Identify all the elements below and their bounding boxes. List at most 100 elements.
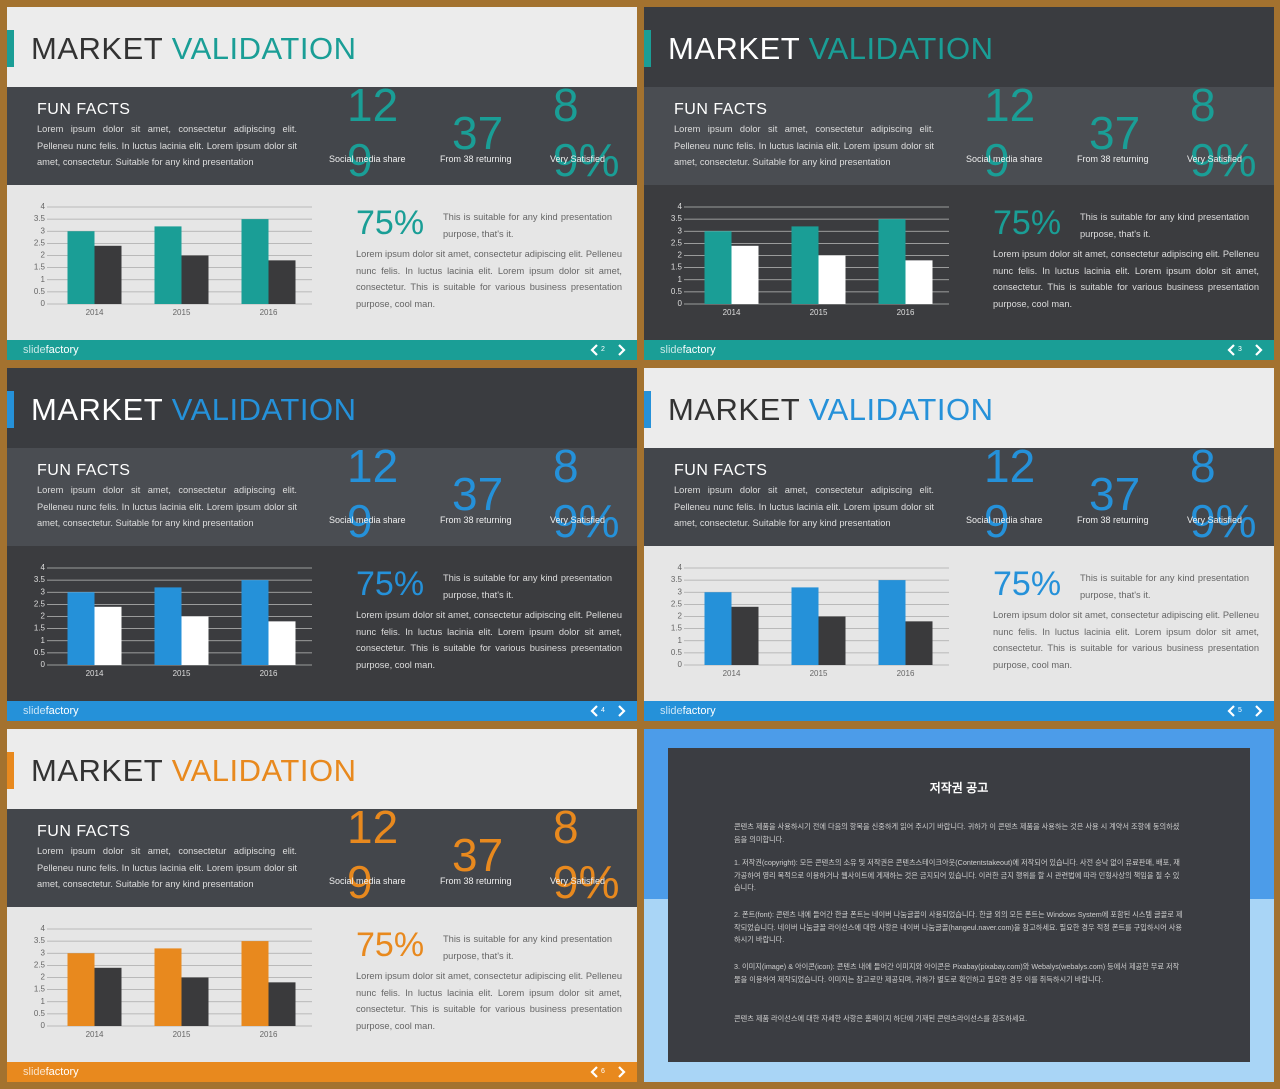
slide: MARKET VALIDATION FUN FACTS Lorem ipsum do… <box>7 368 637 721</box>
highlight: 75% <box>993 204 1062 242</box>
stat-label: From 38 returning <box>1077 154 1149 164</box>
highlight-note: This is suitable for any kind presentati… <box>443 212 612 239</box>
brand: slidefactory <box>660 705 716 717</box>
highlight: 75% <box>356 565 425 603</box>
page-number: 2 <box>601 346 605 353</box>
prev-arrow <box>590 344 598 356</box>
y-tick-label: 2.5 <box>34 599 46 608</box>
y-tick-label: 2 <box>41 973 46 982</box>
x-tick-label: 2014 <box>723 308 741 317</box>
bar <box>818 255 846 304</box>
stat-label: From 38 returning <box>1077 515 1149 525</box>
title-word: VALIDATION <box>808 31 994 66</box>
bar <box>181 977 209 1026</box>
slide-title: MARKET VALIDATION <box>31 392 356 428</box>
notice-paragraph: 2. 폰트(font): 콘텐츠 내에 들어간 한글 폰트는 네이버 나눔글꼴이… <box>734 910 1183 944</box>
prev-arrow <box>1227 344 1235 356</box>
stat-value: 89% <box>553 79 620 186</box>
y-tick-label: 1.5 <box>34 624 46 633</box>
highlight: 75% <box>356 926 425 964</box>
stat-value: 37 <box>1089 107 1141 159</box>
y-tick-label: 0 <box>41 1021 46 1030</box>
bar-chart: 0 0.5 1 1.5 2 2.5 3 3.5 4 2014 2015 2016 <box>671 563 949 678</box>
stat-label: Social media share <box>966 515 1043 525</box>
notice-paragraph: 콘텐츠 제품을 사용하시기 전에 다음의 항목을 신중하게 읽어 주시기 바랍니… <box>734 822 1180 844</box>
brand-part: slide <box>23 344 46 356</box>
facts-band <box>644 448 1274 546</box>
facts-heading: FUN FACTS <box>674 462 768 479</box>
bar <box>67 592 95 665</box>
stat-value: 129 <box>347 79 399 186</box>
facts-band <box>7 809 637 907</box>
x-tick-label: 2014 <box>723 669 741 678</box>
highlight-note: This is suitable for any kind presentati… <box>443 573 612 600</box>
highlight: 75% <box>356 204 425 242</box>
bar <box>268 260 296 304</box>
facts-text: Lorem ipsum dolor sit amet, consectetur … <box>37 124 297 167</box>
bar-chart: 0 0.5 1 1.5 2 2.5 3 3.5 4 2014 2015 2016 <box>34 202 312 317</box>
page-number: 6 <box>601 1068 605 1075</box>
brand: slidefactory <box>660 344 716 356</box>
brand-part: factory <box>45 344 79 356</box>
y-tick-label: 3 <box>41 587 46 596</box>
title-word: MARKET <box>668 31 800 66</box>
nav-arrows <box>590 705 626 717</box>
y-tick-label: 4 <box>41 924 46 933</box>
bar <box>67 231 95 304</box>
bar <box>731 245 759 304</box>
bar <box>268 621 296 665</box>
stat-label: Social media share <box>329 876 406 886</box>
page-number: 4 <box>601 707 605 714</box>
facts-heading: FUN FACTS <box>37 101 131 118</box>
bar <box>791 226 819 304</box>
bar <box>67 953 95 1026</box>
footer-bar <box>7 340 637 360</box>
bar <box>268 982 296 1026</box>
y-tick-label: 1 <box>41 997 46 1006</box>
brand-part: factory <box>682 705 716 717</box>
stat-value: 89% <box>553 440 620 547</box>
y-tick-label: 1 <box>678 275 683 284</box>
x-tick-label: 2014 <box>86 308 104 317</box>
x-tick-label: 2015 <box>173 669 191 678</box>
facts-text: Lorem ipsum dolor sit amet, consectetur … <box>674 124 934 167</box>
title-bar <box>7 729 637 809</box>
highlight-note: This is suitable for any kind presentati… <box>1080 212 1249 239</box>
title-word: VALIDATION <box>171 392 357 427</box>
facts-band <box>644 87 1274 185</box>
title-word: MARKET <box>31 31 163 66</box>
x-tick-label: 2016 <box>260 308 278 317</box>
brand-part: slide <box>23 705 46 717</box>
x-tick-label: 2016 <box>897 669 915 678</box>
brand: slidefactory <box>23 1066 79 1078</box>
bar <box>94 967 122 1026</box>
y-tick-label: 1.5 <box>671 624 683 633</box>
slide: MARKET VALIDATION FUN FACTS Lorem ipsum do… <box>7 729 637 1082</box>
brand-part: factory <box>45 1066 79 1078</box>
facts-text: Lorem ipsum dolor sit amet, consectetur … <box>37 485 297 528</box>
x-tick-label: 2015 <box>810 669 828 678</box>
slide: MARKET VALIDATION FUN FACTS Lorem ipsum do… <box>7 7 637 360</box>
x-tick-label: 2016 <box>260 1030 278 1039</box>
body-text: Lorem ipsum dolor sit amet, consectetur … <box>356 249 622 309</box>
stat-label: Social media share <box>329 515 406 525</box>
accent-bar <box>644 30 651 67</box>
y-tick-label: 1 <box>41 275 46 284</box>
prev-arrow <box>590 705 598 717</box>
slide-title: MARKET VALIDATION <box>668 31 993 67</box>
body-text: Lorem ipsum dolor sit amet, consectetur … <box>356 610 622 670</box>
bar <box>154 226 182 304</box>
bar <box>818 616 846 665</box>
stat-value: 129 <box>347 440 399 547</box>
facts-heading: FUN FACTS <box>37 462 131 479</box>
stat-value: 37 <box>452 468 504 520</box>
footer-bar <box>7 701 637 721</box>
facts-heading: FUN FACTS <box>37 823 131 840</box>
slide-title: MARKET VALIDATION <box>668 392 993 428</box>
x-tick-label: 2015 <box>173 308 191 317</box>
title-bar <box>7 368 637 448</box>
stat-label: Very Satisfied <box>550 876 606 886</box>
facts-heading: FUN FACTS <box>674 101 768 118</box>
brand: slidefactory <box>23 344 79 356</box>
y-tick-label: 3 <box>678 226 683 235</box>
